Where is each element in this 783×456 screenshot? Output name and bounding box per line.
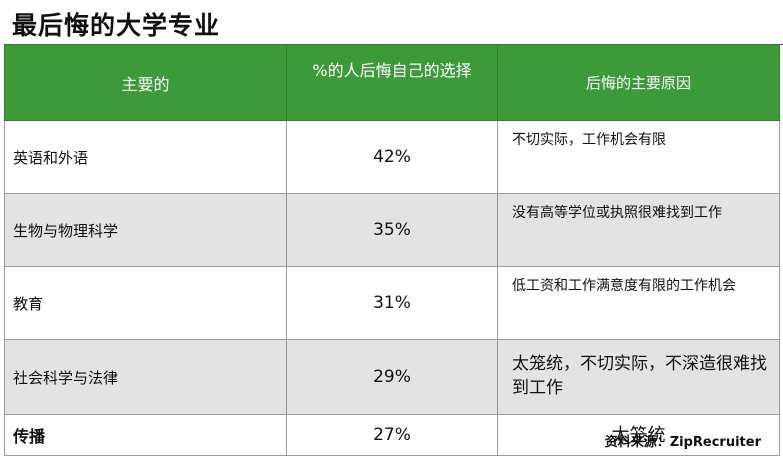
source-note: 资料来源：ZipRecruiter (604, 435, 761, 450)
percent-cell: 27% (286, 414, 498, 456)
table-row: 生物与物理科学 35% 没有高等学位或执照很难找到工作 (4, 193, 780, 267)
table-row: 英语和外语 42% 不切实际，工作机会有限 (4, 120, 780, 194)
percent-cell: 29% (286, 339, 498, 415)
table-row: 传播 27% 太笼统 (4, 414, 780, 456)
reason-cell: 没有高等学位或执照很难找到工作 (497, 193, 780, 267)
reason-cell: 不切实际，工作机会有限 (497, 120, 780, 194)
reason-cell: 太笼统 (497, 414, 780, 456)
table-header-row: 主要的 %的人后悔自己的选择 后悔的主要原因 (4, 44, 780, 121)
major-cell: 教育 (4, 266, 287, 340)
regret-majors-table: 主要的 %的人后悔自己的选择 后悔的主要原因 英语和外语 42% 不切实际，工作… (4, 44, 780, 456)
reason-cell: 低工资和工作满意度有限的工作机会 (497, 266, 780, 340)
major-cell: 传播 (4, 414, 287, 456)
reason-cell: 太笼统，不切实际，不深造很难找到工作 (497, 339, 780, 415)
major-cell: 社会科学与法律 (4, 339, 287, 415)
column-header-major: 主要的 (4, 44, 287, 121)
percent-cell: 42% (286, 120, 498, 194)
major-cell: 生物与物理科学 (4, 193, 287, 267)
page-title: 最后悔的大学专业 (12, 11, 221, 40)
table-row: 教育 31% 低工资和工作满意度有限的工作机会 (4, 266, 780, 340)
table-row: 社会科学与法律 29% 太笼统，不切实际，不深造很难找到工作 (4, 339, 780, 415)
column-header-percent: %的人后悔自己的选择 (286, 44, 498, 121)
percent-cell: 35% (286, 193, 498, 267)
percent-cell: 31% (286, 266, 498, 340)
column-header-reason: 后悔的主要原因 (497, 44, 780, 121)
major-cell: 英语和外语 (4, 120, 287, 194)
